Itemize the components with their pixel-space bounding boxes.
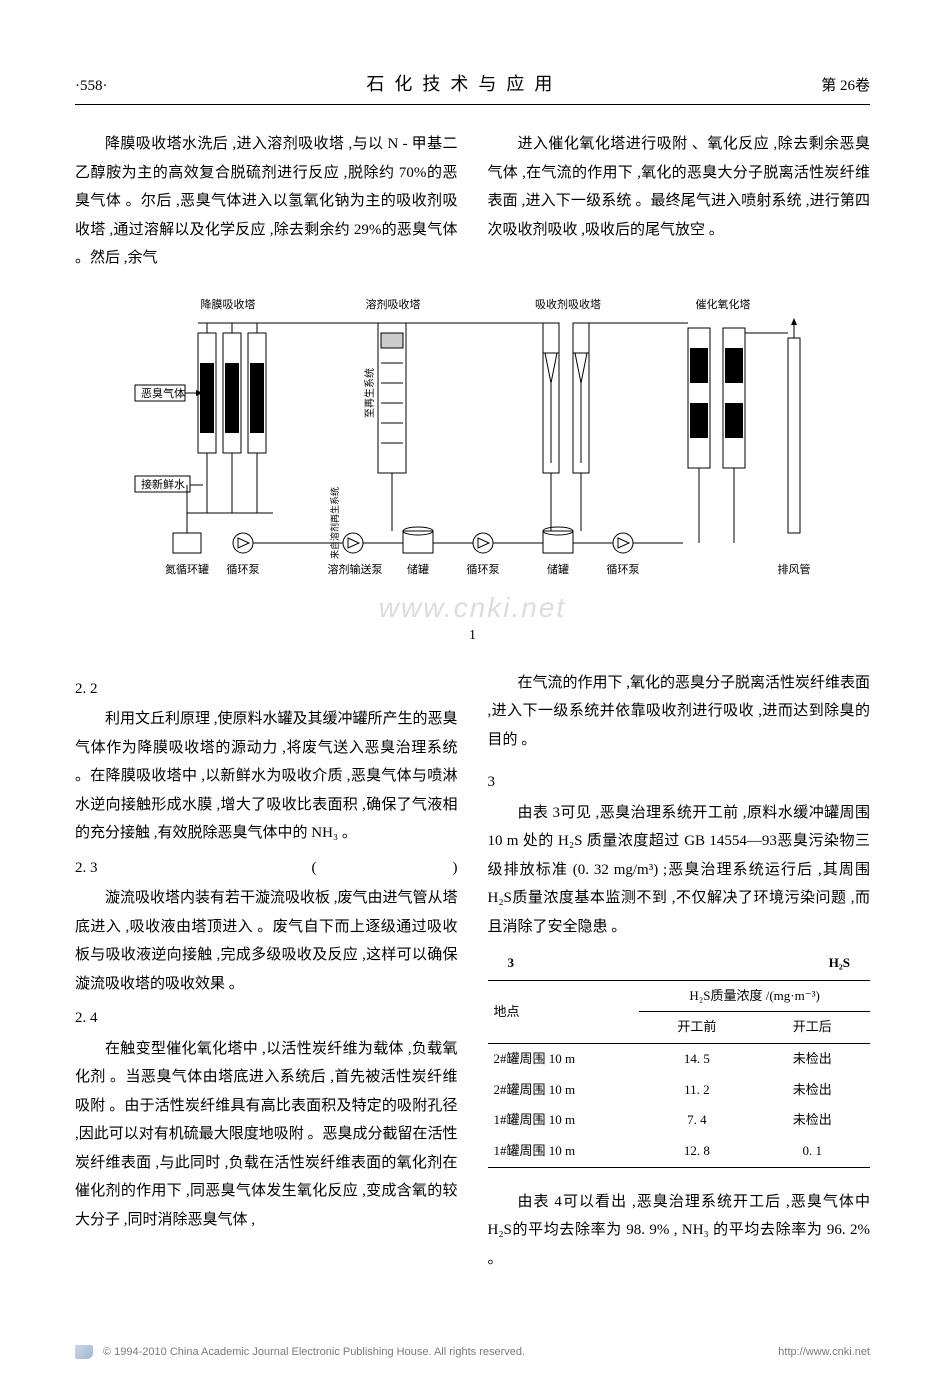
footer-url: http://www.cnki.net bbox=[778, 1346, 870, 1358]
table-3-caption: 3 H₂S bbox=[488, 951, 871, 976]
fig-label-b5: 循环泵 bbox=[466, 563, 499, 576]
cell-loc: 1#罐周围 10 m bbox=[488, 1136, 640, 1167]
process-flow-figure: 降膜吸收塔 溶剂吸收塔 吸收剂吸收塔 催化氧化塔 至再生系统 bbox=[75, 293, 870, 644]
fig-label-in1: 恶臭气体 bbox=[141, 386, 185, 400]
fig-label-b2: 循环泵 bbox=[226, 563, 259, 576]
table-row: 2#罐周围 10 m 11. 2 未检出 bbox=[488, 1075, 871, 1106]
top-right-paragraph: 进入催化氧化塔进行吸附 、氧化反应 ,除去剩余恶臭气体 ,在气流的作用下 ,氧化… bbox=[488, 130, 871, 244]
col-before: 开工前 bbox=[639, 1012, 754, 1044]
section-2-3-body: 漩流吸收塔内装有若干漩流吸收板 ,废气由进气管从塔底进入 ,吸收液由塔顶进入 。… bbox=[75, 884, 458, 998]
footer-copyright: © 1994-2010 China Academic Journal Elect… bbox=[103, 1346, 525, 1358]
section-2-3-number: 2. 3 bbox=[75, 854, 98, 883]
bottom-left-column: 2. 2 利用文丘利原理 ,使原料水罐及其缓冲罐所产生的恶臭气体作为降膜吸收塔的… bbox=[75, 669, 458, 1274]
cell-loc: 2#罐周围 10 m bbox=[488, 1044, 640, 1075]
page-footer: © 1994-2010 China Academic Journal Elect… bbox=[0, 1345, 945, 1359]
cell-after: 未检出 bbox=[755, 1105, 870, 1136]
cell-after: 0. 1 bbox=[755, 1136, 870, 1167]
journal-title: 石化技术与应用 bbox=[366, 70, 562, 96]
top-left-paragraph: 降膜吸收塔水洗后 ,进入溶剂吸收塔 ,与以 N - 甲基二乙醇胺为主的高效复合脱… bbox=[75, 130, 458, 273]
col-location: 地点 bbox=[488, 980, 640, 1043]
fig-label-t3: 吸收剂吸收塔 bbox=[535, 297, 601, 311]
fig-label-t4: 催化氧化塔 bbox=[695, 297, 750, 311]
table-3-caption-left: 3 bbox=[508, 951, 515, 976]
footer-logo-icon bbox=[75, 1345, 93, 1359]
bottom-right-column: 在气流的作用下 ,氧化的恶臭分子脱离活性炭纤维表面 ,进入下一级系统并依靠吸收剂… bbox=[488, 669, 871, 1274]
page-number: ·558· bbox=[75, 78, 108, 95]
page-header: ·558· 石化技术与应用 第 26卷 bbox=[75, 70, 870, 105]
cell-before: 11. 2 bbox=[639, 1075, 754, 1106]
table-row: 1#罐周围 10 m 12. 8 0. 1 bbox=[488, 1136, 871, 1167]
cell-before: 14. 5 bbox=[639, 1044, 754, 1075]
table-3-caption-right: H₂S bbox=[829, 951, 850, 976]
right-top-paragraph: 在气流的作用下 ,氧化的恶臭分子脱离活性炭纤维表面 ,进入下一级系统并依靠吸收剂… bbox=[488, 669, 871, 755]
tower-1 bbox=[198, 323, 266, 453]
fig-label-in2: 接新鲜水 bbox=[141, 477, 185, 491]
cell-loc: 1#罐周围 10 m bbox=[488, 1105, 640, 1136]
section-3-number: 3 bbox=[488, 768, 496, 797]
right-bottom-paragraph: 由表 4可以看出 ,恶臭治理系统开工后 ,恶臭气体中 H₂S的平均去除率为 98… bbox=[488, 1188, 871, 1274]
section-3-head: 3 bbox=[488, 768, 871, 797]
fig-label-t1: 降膜吸收塔 bbox=[200, 297, 255, 311]
cell-before: 12. 8 bbox=[639, 1136, 754, 1167]
bottom-text-columns: 2. 2 利用文丘利原理 ,使原料水罐及其缓冲罐所产生的恶臭气体作为降膜吸收塔的… bbox=[75, 669, 870, 1274]
figure-caption: 1 bbox=[75, 628, 870, 644]
fig-label-b1: 氮循环罐 bbox=[165, 562, 209, 576]
top-text-columns: 降膜吸收塔水洗后 ,进入溶剂吸收塔 ,与以 N - 甲基二乙醇胺为主的高效复合脱… bbox=[75, 130, 870, 273]
top-left-column: 降膜吸收塔水洗后 ,进入溶剂吸收塔 ,与以 N - 甲基二乙醇胺为主的高效复合脱… bbox=[75, 130, 458, 273]
top-right-column: 进入催化氧化塔进行吸附 、氧化反应 ,除去剩余恶臭气体 ,在气流的作用下 ,氧化… bbox=[488, 130, 871, 273]
h2s-concentration-table: 地点 H₂S质量浓度 /(mg·m⁻³) 开工前 开工后 2#罐周围 10 m … bbox=[488, 980, 871, 1168]
section-2-2-number: 2. 2 bbox=[75, 675, 98, 704]
section-3-body: 由表 3可见 ,恶臭治理系统开工前 ,原料水缓冲罐周围 10 m 处的 H₂S … bbox=[488, 799, 871, 942]
volume-label: 第 26卷 bbox=[821, 74, 870, 95]
fig-label-side1: 至再生系统 bbox=[363, 368, 376, 418]
fig-label-b7: 循环泵 bbox=[606, 563, 639, 576]
section-2-3-paren-l: ( bbox=[312, 854, 317, 883]
process-diagram-svg: 降膜吸收塔 溶剂吸收塔 吸收剂吸收塔 催化氧化塔 至再生系统 bbox=[123, 293, 823, 613]
col-after: 开工后 bbox=[755, 1012, 870, 1044]
section-2-2-head: 2. 2 bbox=[75, 675, 458, 704]
section-2-4-body: 在触变型催化氧化塔中 ,以活性炭纤维为载体 ,负载氧化剂 。当恶臭气体由塔底进入… bbox=[75, 1035, 458, 1235]
fig-label-b3: 溶剂输送泵 bbox=[327, 562, 382, 576]
cell-after: 未检出 bbox=[755, 1075, 870, 1106]
section-2-4-head: 2. 4 bbox=[75, 1004, 458, 1033]
col-concentration-span: H₂S质量浓度 /(mg·m⁻³) bbox=[639, 980, 870, 1012]
tower-3 bbox=[543, 323, 589, 473]
cell-after: 未检出 bbox=[755, 1044, 870, 1075]
fig-label-t2: 溶剂吸收塔 bbox=[365, 297, 420, 311]
fig-label-b6: 储罐 bbox=[547, 562, 569, 576]
cell-before: 7. 4 bbox=[639, 1105, 754, 1136]
tower-4 bbox=[688, 328, 745, 468]
fig-label-side2: 来自溶剂再生系统 bbox=[329, 486, 340, 558]
fig-label-b4: 储罐 bbox=[407, 562, 429, 576]
section-2-4-number: 2. 4 bbox=[75, 1004, 98, 1033]
section-2-3-paren-r: ) bbox=[453, 854, 458, 883]
section-2-3-head: 2. 3 ( ) bbox=[75, 854, 458, 883]
table-3: 3 H₂S 地点 H₂S质量浓度 /(mg·m⁻³) 开工前 开工后 2 bbox=[488, 951, 871, 1168]
fig-label-b8: 排风管 bbox=[777, 562, 810, 576]
table-row: 2#罐周围 10 m 14. 5 未检出 bbox=[488, 1044, 871, 1075]
table-row: 1#罐周围 10 m 7. 4 未检出 bbox=[488, 1105, 871, 1136]
section-2-2-body: 利用文丘利原理 ,使原料水罐及其缓冲罐所产生的恶臭气体作为降膜吸收塔的源动力 ,… bbox=[75, 705, 458, 848]
tower-2 bbox=[378, 323, 406, 473]
exhaust-pipe bbox=[788, 318, 800, 533]
cell-loc: 2#罐周围 10 m bbox=[488, 1075, 640, 1106]
